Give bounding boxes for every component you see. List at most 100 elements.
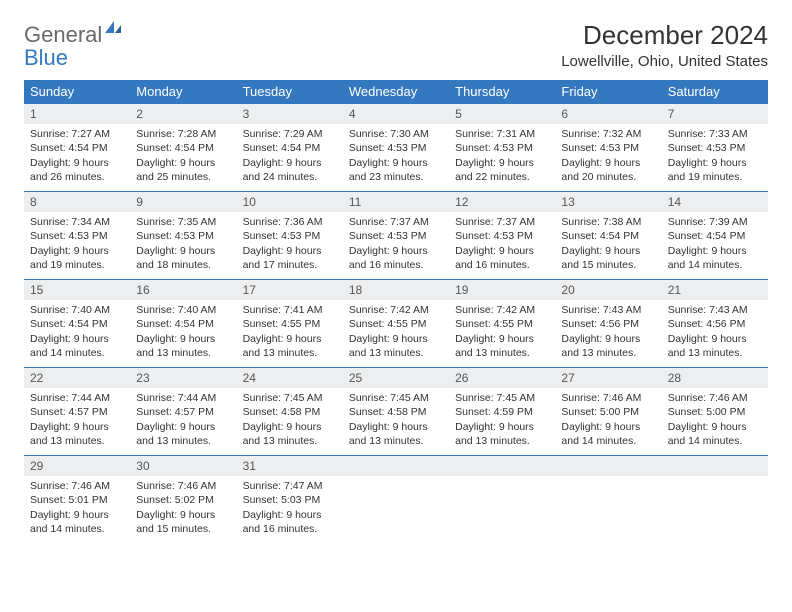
calendar-day-cell: 18Sunrise: 7:42 AMSunset: 4:55 PMDayligh… bbox=[343, 279, 449, 367]
sunset-line: Sunset: 4:55 PM bbox=[243, 318, 321, 330]
day-number: 31 bbox=[237, 455, 343, 476]
sunset-line: Sunset: 4:58 PM bbox=[349, 406, 427, 418]
day-body: Sunrise: 7:47 AMSunset: 5:03 PMDaylight:… bbox=[237, 476, 343, 540]
sunset-line: Sunset: 4:53 PM bbox=[668, 142, 746, 154]
day-number: 11 bbox=[343, 191, 449, 212]
calendar-week-row: 15Sunrise: 7:40 AMSunset: 4:54 PMDayligh… bbox=[24, 279, 768, 367]
day-body bbox=[343, 476, 449, 497]
day-body: Sunrise: 7:43 AMSunset: 4:56 PMDaylight:… bbox=[555, 300, 661, 364]
sunrise-line: Sunrise: 7:40 AM bbox=[30, 304, 110, 316]
daylight-line: Daylight: 9 hours and 22 minutes. bbox=[455, 157, 534, 183]
daylight-line: Daylight: 9 hours and 13 minutes. bbox=[455, 421, 534, 447]
sunset-line: Sunset: 5:02 PM bbox=[136, 494, 214, 506]
day-number: 6 bbox=[555, 103, 661, 124]
calendar-week-row: 1Sunrise: 7:27 AMSunset: 4:54 PMDaylight… bbox=[24, 103, 768, 191]
calendar-day-cell: 31Sunrise: 7:47 AMSunset: 5:03 PMDayligh… bbox=[237, 455, 343, 543]
daylight-line: Daylight: 9 hours and 20 minutes. bbox=[561, 157, 640, 183]
day-body: Sunrise: 7:38 AMSunset: 4:54 PMDaylight:… bbox=[555, 212, 661, 276]
day-number bbox=[449, 455, 555, 476]
day-body: Sunrise: 7:44 AMSunset: 4:57 PMDaylight:… bbox=[130, 388, 236, 452]
daylight-line: Daylight: 9 hours and 15 minutes. bbox=[136, 509, 215, 535]
sunrise-line: Sunrise: 7:30 AM bbox=[349, 128, 429, 140]
day-number: 1 bbox=[24, 103, 130, 124]
day-body: Sunrise: 7:42 AMSunset: 4:55 PMDaylight:… bbox=[449, 300, 555, 364]
calendar-day-cell: 11Sunrise: 7:37 AMSunset: 4:53 PMDayligh… bbox=[343, 191, 449, 279]
day-body: Sunrise: 7:31 AM Sunset: 4:53 PM Daylight:… bbox=[449, 124, 555, 188]
sunrise-line: Sunrise: 7:37 AM bbox=[349, 216, 429, 228]
day-body: Sunrise: 7:46 AMSunset: 5:00 PMDaylight:… bbox=[662, 388, 768, 452]
sunset-line: Sunset: 4:54 PM bbox=[243, 142, 321, 154]
day-body: Sunrise: 7:44 AMSunset: 4:57 PMDaylight:… bbox=[24, 388, 130, 452]
logo-sail-icon bbox=[104, 20, 122, 34]
day-number: 20 bbox=[555, 279, 661, 300]
sunset-line: Sunset: 4:53 PM bbox=[455, 142, 533, 154]
calendar-body: 1Sunrise: 7:27 AMSunset: 4:54 PMDaylight… bbox=[24, 103, 768, 543]
day-body: Sunrise: 7:33 AMSunset: 4:53 PMDaylight:… bbox=[662, 124, 768, 188]
day-number: 7 bbox=[662, 103, 768, 124]
sunset-line: Sunset: 4:53 PM bbox=[455, 230, 533, 242]
sunset-line: Sunset: 4:53 PM bbox=[561, 142, 639, 154]
day-number: 29 bbox=[24, 455, 130, 476]
daylight-line: Daylight: 9 hours and 15 minutes. bbox=[561, 245, 640, 271]
calendar-day-cell: 1Sunrise: 7:27 AMSunset: 4:54 PMDaylight… bbox=[24, 103, 130, 191]
sunrise-line: Sunrise: 7:27 AM bbox=[30, 128, 110, 140]
daylight-line: Daylight: 9 hours and 14 minutes. bbox=[30, 509, 109, 535]
day-number: 5 bbox=[449, 103, 555, 124]
daylight-line: Daylight: 9 hours and 14 minutes. bbox=[668, 421, 747, 447]
calendar-table: SundayMondayTuesdayWednesdayThursdayFrid… bbox=[24, 80, 768, 543]
day-body bbox=[662, 476, 768, 497]
daylight-line: Daylight: 9 hours and 13 minutes. bbox=[668, 333, 747, 359]
day-number: 27 bbox=[555, 367, 661, 388]
day-body: Sunrise: 7:34 AMSunset: 4:53 PMDaylight:… bbox=[24, 212, 130, 276]
day-number: 9 bbox=[130, 191, 236, 212]
day-body: Sunrise: 7:35 AMSunset: 4:53 PMDaylight:… bbox=[130, 212, 236, 276]
sunrise-line: Sunrise: 7:40 AM bbox=[136, 304, 216, 316]
calendar-day-cell: 7Sunrise: 7:33 AMSunset: 4:53 PMDaylight… bbox=[662, 103, 768, 191]
calendar-day-cell: 30Sunrise: 7:46 AMSunset: 5:02 PMDayligh… bbox=[130, 455, 236, 543]
sunset-line: Sunset: 4:59 PM bbox=[455, 406, 533, 418]
day-number: 3 bbox=[237, 103, 343, 124]
sunrise-line: Sunrise: 7:42 AM bbox=[349, 304, 429, 316]
daylight-line: Daylight: 9 hours and 13 minutes. bbox=[30, 421, 109, 447]
daylight-line: Daylight: 9 hours and 25 minutes. bbox=[136, 157, 215, 183]
daylight-line: Daylight: 9 hours and 14 minutes. bbox=[561, 421, 640, 447]
day-number: 26 bbox=[449, 367, 555, 388]
daylight-line: Daylight: 9 hours and 23 minutes. bbox=[349, 157, 428, 183]
day-number: 13 bbox=[555, 191, 661, 212]
daylight-line: Daylight: 9 hours and 13 minutes. bbox=[349, 421, 428, 447]
calendar-day-cell: 25Sunrise: 7:45 AMSunset: 4:58 PMDayligh… bbox=[343, 367, 449, 455]
day-body: Sunrise: 7:30 AMSunset: 4:53 PMDaylight:… bbox=[343, 124, 449, 188]
day-body: Sunrise: 7:46 AMSunset: 5:01 PMDaylight:… bbox=[24, 476, 130, 540]
page-title: December 2024 bbox=[561, 20, 768, 51]
daylight-line: Daylight: 9 hours and 18 minutes. bbox=[136, 245, 215, 271]
day-body: Sunrise: 7:27 AMSunset: 4:54 PMDaylight:… bbox=[24, 124, 130, 188]
calendar-day-cell: 15Sunrise: 7:40 AMSunset: 4:54 PMDayligh… bbox=[24, 279, 130, 367]
header: General Blue December 2024 Lowellville, … bbox=[24, 20, 768, 70]
calendar-day-cell: 3Sunrise: 7:29 AMSunset: 4:54 PMDaylight… bbox=[237, 103, 343, 191]
calendar-day-cell: 14Sunrise: 7:39 AMSunset: 4:54 PMDayligh… bbox=[662, 191, 768, 279]
sunrise-line: Sunrise: 7:44 AM bbox=[30, 392, 110, 404]
day-number: 23 bbox=[130, 367, 236, 388]
day-number bbox=[343, 455, 449, 476]
sunset-line: Sunset: 4:53 PM bbox=[30, 230, 108, 242]
sunrise-line: Sunrise: 7:29 AM bbox=[243, 128, 323, 140]
sunset-line: Sunset: 4:54 PM bbox=[136, 318, 214, 330]
weekday-header-row: SundayMondayTuesdayWednesdayThursdayFrid… bbox=[24, 80, 768, 103]
day-body: Sunrise: 7:37 AMSunset: 4:53 PMDaylight:… bbox=[343, 212, 449, 276]
day-body: Sunrise: 7:45 AMSunset: 4:58 PMDaylight:… bbox=[237, 388, 343, 452]
day-body bbox=[555, 476, 661, 497]
calendar-day-cell: 12Sunrise: 7:37 AMSunset: 4:53 PMDayligh… bbox=[449, 191, 555, 279]
calendar-day-cell: 28Sunrise: 7:46 AMSunset: 5:00 PMDayligh… bbox=[662, 367, 768, 455]
sunset-line: Sunset: 4:54 PM bbox=[30, 318, 108, 330]
sunset-line: Sunset: 4:55 PM bbox=[349, 318, 427, 330]
calendar-day-cell bbox=[662, 455, 768, 543]
sunrise-line: Sunrise: 7:31 AM bbox=[455, 128, 535, 140]
weekday-header: Tuesday bbox=[237, 80, 343, 103]
sunset-line: Sunset: 4:53 PM bbox=[243, 230, 321, 242]
weekday-header: Friday bbox=[555, 80, 661, 103]
calendar-day-cell bbox=[449, 455, 555, 543]
calendar-day-cell: 6Sunrise: 7:32 AMSunset: 4:53 PMDaylight… bbox=[555, 103, 661, 191]
day-number: 28 bbox=[662, 367, 768, 388]
day-number: 10 bbox=[237, 191, 343, 212]
weekday-header: Monday bbox=[130, 80, 236, 103]
